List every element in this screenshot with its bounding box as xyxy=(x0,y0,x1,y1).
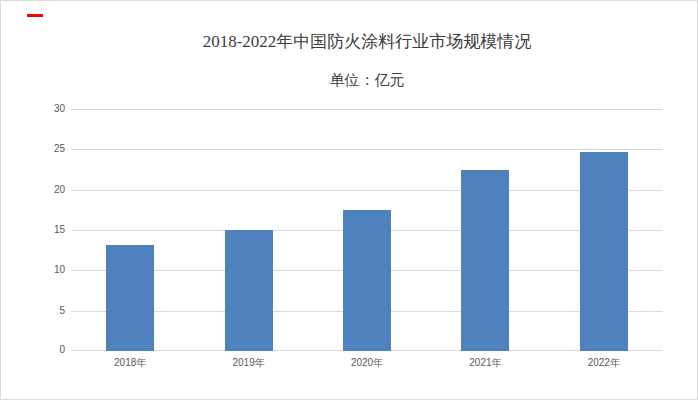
x-axis: 2018年 2019年 2020年 2021年 2022年 xyxy=(71,356,663,372)
y-axis-tick-label: 20 xyxy=(27,183,65,197)
x-axis-tick-label: 2020年 xyxy=(327,356,407,370)
chart-frame: 2018-2022年中国防火涂料行业市场规模情况 单位：亿元 051015202… xyxy=(0,0,698,400)
plot-area xyxy=(71,109,663,351)
y-axis: 051015202530 xyxy=(27,109,65,351)
chart-title: 2018-2022年中国防火涂料行业市场规模情况 xyxy=(71,32,663,52)
bar-2019年 xyxy=(225,230,273,351)
bar-2020年 xyxy=(343,210,391,351)
x-axis-tick-label: 2018年 xyxy=(90,356,170,370)
red-dash-mark xyxy=(27,14,43,17)
y-axis-tick-label: 5 xyxy=(27,304,65,318)
y-axis-tick-label: 10 xyxy=(27,263,65,277)
bar-2022年 xyxy=(580,152,628,351)
chart-subtitle: 单位：亿元 xyxy=(71,71,663,89)
x-axis-tick-label: 2021年 xyxy=(445,356,525,370)
y-axis-tick-label: 15 xyxy=(27,223,65,237)
x-axis-tick-label: 2019年 xyxy=(209,356,289,370)
bar-2018年 xyxy=(106,245,154,351)
gridline xyxy=(71,149,663,150)
y-axis-tick-label: 30 xyxy=(27,102,65,116)
gridline xyxy=(71,109,663,110)
bar-2021年 xyxy=(461,170,509,352)
gridline xyxy=(71,190,663,191)
x-axis-tick-label: 2022年 xyxy=(564,356,644,370)
y-axis-tick-label: 0 xyxy=(27,343,65,357)
y-axis-tick-label: 25 xyxy=(27,142,65,156)
